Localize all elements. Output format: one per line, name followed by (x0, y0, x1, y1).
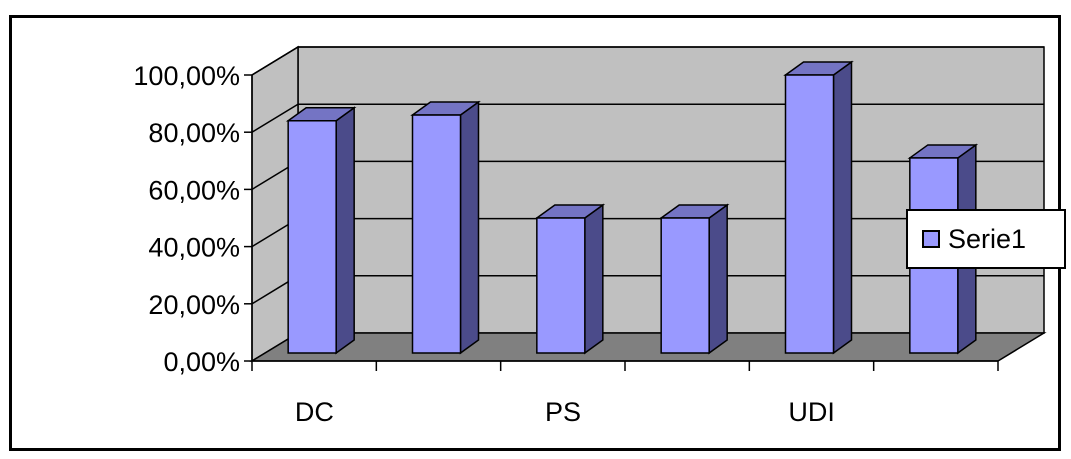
x-tick-label: DC (295, 397, 334, 427)
bar-side (335, 106, 355, 355)
x-tick-label: UDI (788, 397, 835, 427)
legend-label: Serie1 (948, 223, 1027, 254)
y-tick-label: 0,00% (163, 347, 240, 377)
bar-front (536, 217, 586, 354)
x-axis-tick-labels: DC PS UDI (295, 397, 835, 427)
y-tick-label: 80,00% (148, 118, 240, 148)
bar-front (784, 74, 835, 354)
bar (534, 203, 606, 355)
legend-swatch (922, 230, 940, 248)
bar (285, 106, 357, 355)
gridline (251, 46, 1044, 76)
y-tick-label: 100,00% (133, 61, 240, 91)
bar-front (411, 114, 462, 354)
y-tick-label: 40,00% (148, 233, 240, 263)
legend: Serie1 (906, 209, 1066, 269)
bar (410, 100, 481, 355)
y-tick-label: 60,00% (148, 175, 240, 205)
bar-side (708, 203, 728, 355)
bar-front (660, 217, 710, 354)
y-axis-tick-labels: 0,00% 20,00% 40,00% 60,00% 80,00% 100,00% (133, 61, 240, 377)
axes (244, 74, 999, 371)
bar-side (584, 203, 604, 355)
bar (783, 60, 854, 355)
bar-front (287, 120, 337, 354)
x-tick-label: PS (545, 397, 581, 427)
bar-side (832, 60, 853, 355)
bar (658, 203, 730, 355)
y-tick-label: 20,00% (148, 290, 240, 320)
bar-side (459, 100, 480, 355)
